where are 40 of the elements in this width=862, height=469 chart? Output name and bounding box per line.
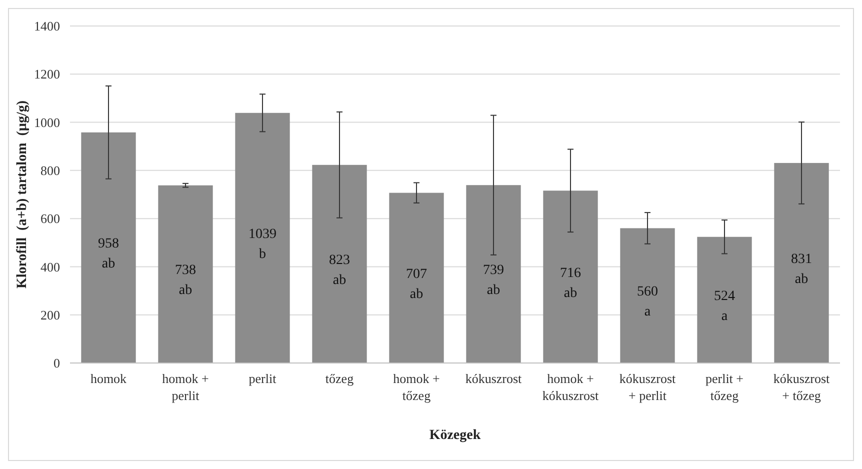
data-label: 524 a <box>714 288 735 324</box>
x-axis-title: Közegek <box>429 428 481 443</box>
x-tick-label: tőzeg <box>325 371 354 386</box>
y-tick-label: 1200 <box>34 66 60 82</box>
x-tick-label: kókuszrost <box>465 371 522 386</box>
x-tick-label: kókuszrost + tőzeg <box>773 371 830 403</box>
x-tick-label: homok + kókuszrost <box>542 371 600 403</box>
data-label: 707 ab <box>406 266 427 302</box>
y-tick-label: 200 <box>40 307 60 322</box>
y-tick-label: 400 <box>40 259 60 274</box>
x-tick-label: homok <box>90 371 128 386</box>
data-label: 958 ab <box>98 236 119 272</box>
x-tick-label: kókuszrost + perlit <box>619 371 676 403</box>
bar <box>81 132 136 363</box>
data-label: 560 a <box>637 284 658 320</box>
x-tick-label: perlit <box>248 371 277 386</box>
y-tick-label: 1400 <box>34 18 60 34</box>
y-tick-label: 600 <box>40 211 60 226</box>
bar <box>543 190 598 363</box>
bar <box>774 162 829 363</box>
bar <box>466 185 521 363</box>
y-axis-title: Klorofill (a+b) tartalom (µg/g) <box>15 100 30 289</box>
bar <box>158 185 213 363</box>
x-tick-label: homok + tőzeg <box>393 371 440 403</box>
data-label: 823 ab <box>329 252 350 288</box>
data-label: 1039 b <box>248 226 276 262</box>
bar <box>697 236 752 363</box>
data-label: 739 ab <box>483 263 504 298</box>
bar <box>620 228 675 363</box>
bar <box>235 112 290 363</box>
x-tick-label: perlit + tőzeg <box>705 371 744 403</box>
y-tick-label: 1000 <box>34 114 60 130</box>
bar <box>312 164 367 363</box>
data-label: 831 ab <box>791 252 812 287</box>
data-label: 738 ab <box>175 263 196 298</box>
data-label: 716 ab <box>560 266 581 301</box>
y-tick-label: 0 <box>54 356 60 371</box>
x-tick-label: homok + perlit <box>162 371 209 403</box>
bar <box>389 192 444 363</box>
y-tick-label: 800 <box>40 162 60 178</box>
